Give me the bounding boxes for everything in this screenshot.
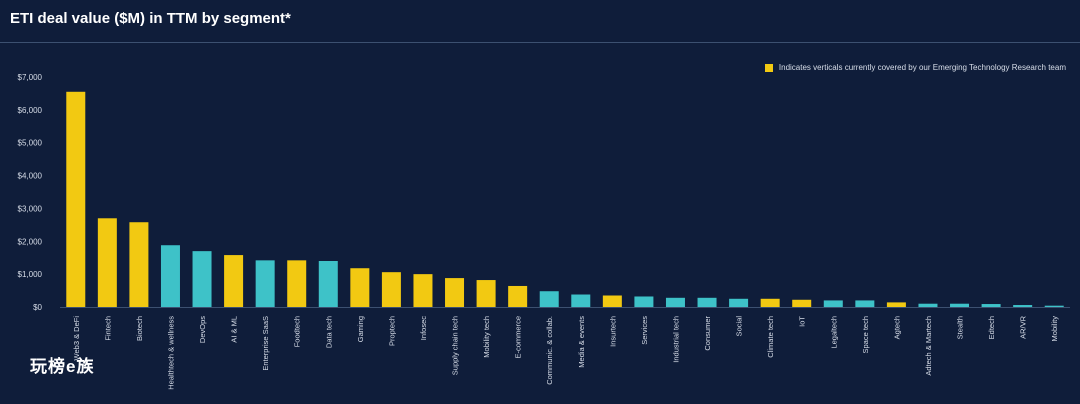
y-tick-label: $2,000 (18, 237, 43, 246)
x-tick-label: Agtech (892, 316, 901, 339)
bar (318, 261, 338, 307)
x-tick-label: Mobility (1050, 316, 1059, 342)
x-tick-label: Insurtech (608, 316, 617, 347)
bar (508, 285, 528, 307)
bar (602, 295, 622, 307)
bar (476, 280, 496, 307)
bar (634, 296, 654, 307)
bar (97, 218, 117, 307)
x-tick-label: AR/VR (1019, 315, 1028, 339)
bar (160, 245, 180, 307)
bar (1013, 305, 1033, 307)
y-tick-label: $0 (33, 303, 42, 312)
x-tick-label: Infosec (419, 316, 428, 340)
bar (381, 272, 401, 307)
bar (129, 222, 149, 307)
x-tick-label: Proptech (387, 316, 396, 346)
x-tick-label: Data tech (324, 316, 333, 348)
bar (855, 300, 875, 307)
watermark-logo: 玩榜e族 (30, 357, 95, 376)
x-tick-label: Stealth (956, 316, 965, 339)
x-tick-label: Media & events (577, 316, 586, 368)
bar (823, 300, 843, 307)
x-tick-label: DevOps (198, 316, 207, 343)
bar (950, 303, 970, 307)
x-tick-label: IoT (798, 316, 807, 327)
bar (697, 297, 717, 307)
x-tick-label: Edtech (987, 316, 996, 339)
bar (1044, 305, 1064, 307)
title-divider (0, 42, 1080, 43)
x-tick-label: Enterprise SaaS (261, 316, 270, 371)
legend-swatch (764, 63, 773, 72)
legend-text: Indicates verticals currently covered by… (778, 63, 1066, 72)
y-tick-label: $5,000 (18, 139, 43, 148)
x-tick-label: Fintech (103, 316, 112, 341)
bar (224, 255, 244, 307)
y-tick-label: $3,000 (18, 204, 43, 213)
y-tick-label: $1,000 (18, 270, 43, 279)
bar (255, 260, 275, 307)
x-tick-label: AI & ML (230, 316, 239, 343)
x-tick-label: Gaming (356, 316, 365, 342)
x-tick-label: Consumer (703, 316, 712, 351)
y-tick-label: $6,000 (18, 106, 43, 115)
x-tick-label: Biotech (135, 316, 144, 341)
bar (665, 297, 685, 307)
bar (445, 278, 465, 307)
x-tick-label: Mobility tech (482, 316, 491, 358)
bar (792, 299, 812, 307)
x-tick-label: Foodtech (293, 316, 302, 347)
x-tick-label: Supply chain tech (451, 316, 460, 375)
y-tick-label: $4,000 (18, 172, 43, 181)
bar (760, 298, 780, 307)
x-tick-label: Healthtech & wellness (166, 316, 175, 390)
x-tick-label: Climate tech (766, 316, 775, 358)
x-tick-label: Legaltech (829, 316, 838, 349)
legend: Indicates verticals currently covered by… (764, 63, 1066, 72)
bar (192, 251, 212, 307)
bar (350, 268, 370, 307)
x-tick-label: Industrial tech (671, 316, 680, 363)
bar (918, 303, 938, 307)
x-tick-label: Social (735, 316, 744, 337)
bar (981, 304, 1001, 307)
bar (287, 260, 307, 307)
bar (571, 294, 591, 307)
x-tick-label: Services (640, 316, 649, 345)
bar (66, 91, 86, 308)
x-tick-label: Adtech & Martech (924, 316, 933, 376)
bar (729, 298, 749, 307)
y-tick-label: $7,000 (18, 73, 43, 82)
x-tick-label: Communic. & collab. (545, 316, 554, 385)
bar (413, 274, 433, 307)
x-tick-label: Space tech (861, 316, 870, 354)
bar (886, 302, 906, 307)
chart-title: ETI deal value ($M) in TTM by segment* (10, 10, 291, 27)
x-tick-label: E-commerce (514, 316, 523, 359)
bar (539, 291, 559, 307)
x-tick-label: Web3 & DeFi (72, 316, 81, 361)
